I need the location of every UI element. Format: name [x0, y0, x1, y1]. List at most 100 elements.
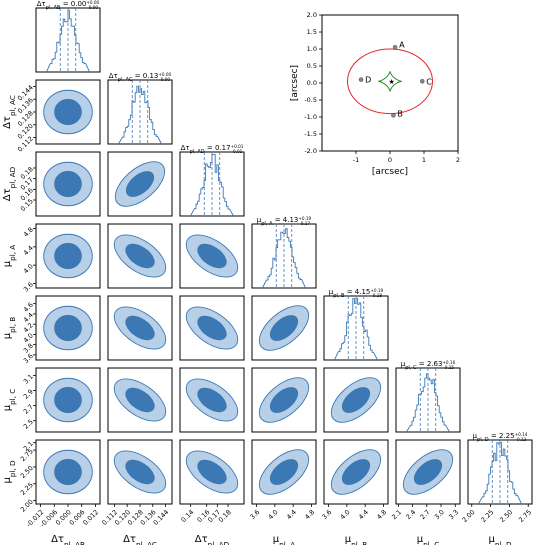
x-tick-label: 4.8	[303, 508, 316, 521]
contour-1sigma	[197, 243, 227, 269]
x-tick-label: 2.50	[498, 508, 514, 524]
x-axis-label: Δτpl, AC	[123, 534, 157, 545]
x-tick-label: 2.75	[517, 508, 533, 524]
inset-y-tick-label: 1.0	[307, 45, 317, 53]
hist-title: μpl, A = 4.13+0.19 −0.17	[257, 216, 312, 228]
contour-1sigma	[341, 459, 371, 485]
contour-panel-5-1	[35, 295, 101, 361]
hist-bars	[478, 442, 523, 505]
y-tick-label: 2.25	[19, 481, 35, 497]
y-tick-label: 4.6	[22, 301, 35, 314]
contour-1sigma	[54, 458, 82, 486]
contour-panel-6-5	[323, 367, 389, 433]
contour-1sigma	[197, 315, 227, 341]
contour-1sigma	[125, 171, 155, 197]
y-axis-label: Δτpl, AC	[2, 95, 17, 129]
hist-bars	[261, 228, 307, 289]
inset-y-tick-label: 0.5	[307, 62, 317, 70]
y-tick-label: 3.6	[22, 352, 35, 365]
contour-panel-7-2	[107, 439, 173, 505]
contour-1sigma	[54, 170, 82, 198]
y-axis-label: μpl, C	[2, 389, 17, 412]
contour-frame	[323, 367, 389, 433]
inset-x-tick-label: 0	[388, 156, 392, 164]
lensed-image-label: D	[365, 76, 371, 85]
y-tick-label: 2.9	[22, 388, 35, 401]
hist-panel-6: μpl, C = 2.63+0.16 −0.15	[395, 360, 461, 433]
hist-panel-7: μpl, D = 2.25+0.14 −0.13	[467, 432, 533, 505]
contour-panel-7-5	[323, 439, 389, 505]
contour-panel-6-2	[107, 367, 173, 433]
contour-panel-5-2	[107, 295, 173, 361]
inset-x-tick-label: 1	[422, 156, 426, 164]
y-axis-label: μpl, A	[2, 245, 17, 268]
inset-y-tick-label: -0.5	[304, 96, 317, 104]
x-tick-label: 2.00	[461, 508, 477, 524]
y-tick-label: 2.50	[19, 464, 35, 480]
y-tick-label: 4.2	[22, 321, 35, 334]
x-axis-label: Δτpl, AD	[195, 534, 230, 545]
inset-y-tick-label: -2.0	[304, 147, 317, 155]
x-axis-label: μpl, C	[417, 534, 440, 545]
contour-panel-3-1	[35, 151, 101, 217]
inset-y-tick-label: 0.0	[307, 79, 317, 87]
contour-1sigma	[125, 243, 155, 269]
contour-panel-7-4	[251, 439, 317, 505]
contour-1sigma	[54, 242, 82, 270]
x-tick-label: 4.0	[339, 508, 352, 521]
contour-1sigma	[269, 387, 299, 413]
x-tick-label: 2.25	[479, 508, 495, 524]
lensed-image-label: A	[399, 40, 405, 49]
lensed-image-label: C	[426, 77, 432, 86]
hist-bars	[45, 10, 91, 73]
contour-panel-2-1	[35, 79, 101, 145]
x-tick-label: 3.6	[248, 508, 261, 521]
contour-panel-4-3	[179, 223, 245, 289]
y-tick-label: 3.8	[22, 342, 35, 355]
contour-1sigma	[269, 459, 299, 485]
contour-panel-5-4	[251, 295, 317, 361]
contour-1sigma	[125, 387, 155, 413]
hist-panel-2: Δτpl, AC = 0.13+0.00 −0.00	[107, 72, 173, 145]
contour-panel-6-1	[35, 367, 101, 433]
x-tick-label: 4.4	[285, 508, 298, 521]
lensed-image-label: B	[397, 109, 403, 118]
hist-title: Δτpl, AD = 0.17+0.01 −0.01	[181, 144, 244, 156]
hist-title: Δτpl, AB = 0.00+0.00 −0.00	[37, 0, 100, 11]
contour-1sigma	[197, 459, 227, 485]
lens-inset: -2.0 -1.5 -1.0 -0.5 0.0 0.5 1.0 1.5 2.0 -1 0 1 2 [arc…	[290, 11, 460, 177]
caustic-curve	[347, 48, 433, 115]
lensed-image-marker	[392, 45, 398, 50]
inset-x-tick-label: 2	[456, 156, 460, 164]
inset-frame	[321, 14, 459, 152]
x-tick-label: 4.0	[267, 508, 280, 521]
critical-astroid	[378, 71, 402, 92]
x-tick-label: 3.3	[447, 508, 460, 521]
x-tick-label: 0.012	[81, 508, 100, 527]
hist-title: μpl, C = 2.63+0.16 −0.15	[401, 360, 456, 372]
hist-title: μpl, D = 2.25+0.14 −0.13	[473, 432, 528, 444]
y-tick-label: 2.1	[22, 440, 35, 453]
x-tick-label: 4.8	[375, 508, 388, 521]
hist-panel-5: μpl, B = 4.15+0.19 −0.18	[323, 288, 389, 361]
contour-panel-7-3	[179, 439, 245, 505]
y-tick-label: 4.4	[22, 244, 35, 257]
x-tick-label: 2.1	[390, 508, 403, 521]
x-tick-label: 2.4	[404, 508, 417, 521]
x-axis-label: Δτpl, AB	[51, 534, 85, 545]
contour-panel-7-1	[35, 439, 101, 505]
contour-panel-3-2	[107, 151, 173, 217]
contour-panel-6-4	[251, 367, 317, 433]
x-tick-label: 0.14	[180, 508, 196, 524]
inset-x-axis-label: [arcsec]	[372, 167, 408, 177]
inset-y-axis-label: [arcsec]	[290, 65, 300, 101]
x-tick-label: 3.6	[320, 508, 333, 521]
contour-panel-4-1	[35, 223, 101, 289]
inset-y-tick-label: -1.0	[304, 113, 317, 121]
x-tick-label: 2.7	[419, 508, 432, 521]
contour-panel-4-2	[107, 223, 173, 289]
hist-panel-1: Δτpl, AB = 0.00+0.00 −0.00	[35, 0, 101, 73]
x-axis-label: μpl, D	[488, 534, 512, 545]
contour-1sigma	[341, 387, 371, 413]
